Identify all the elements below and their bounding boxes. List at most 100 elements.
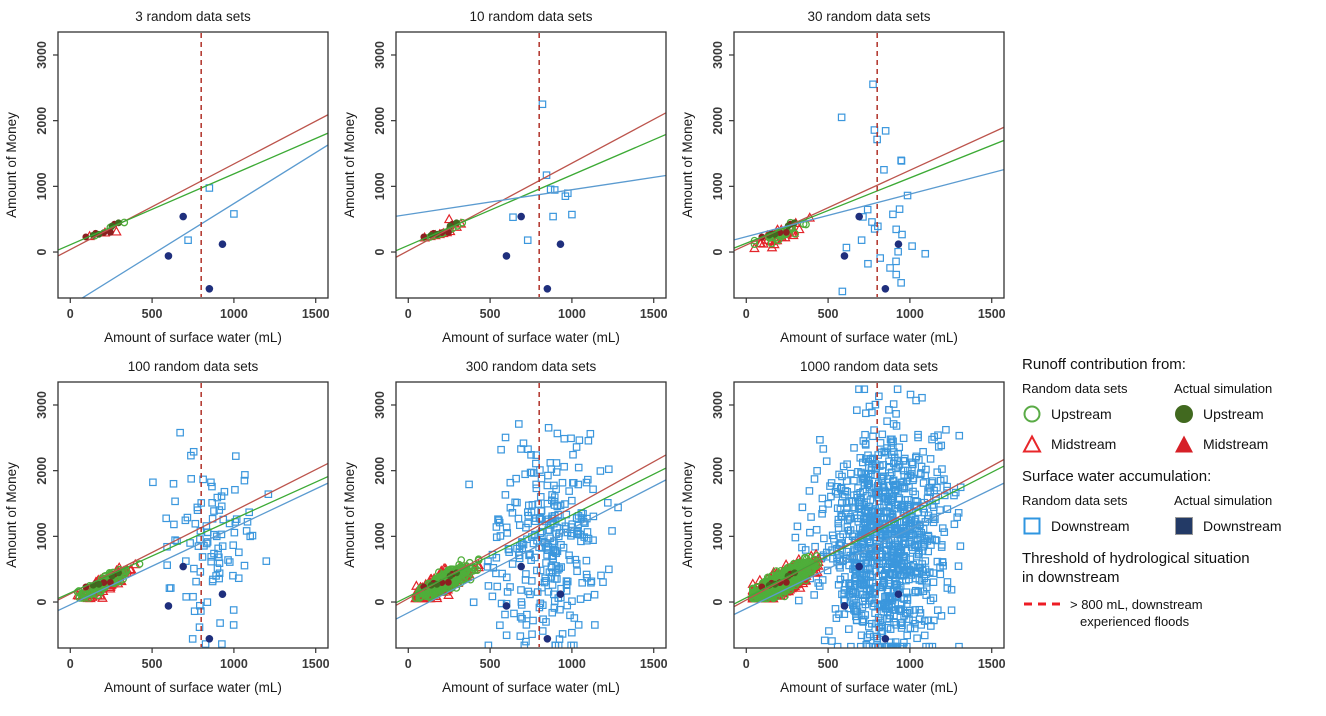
y-axis-title: Amount of Money xyxy=(680,462,695,568)
panel-title: 3 random data sets xyxy=(135,9,251,24)
y-tick-label: 2000 xyxy=(373,457,387,485)
y-axis-title: Amount of Money xyxy=(342,462,357,568)
y-tick-label: 3000 xyxy=(373,391,387,419)
series-random-upstream xyxy=(411,555,483,602)
y-tick-label: 2000 xyxy=(711,457,725,485)
upstream-random-circle-icon xyxy=(1023,405,1041,423)
series-actual-downstream xyxy=(502,212,565,293)
fit-lines xyxy=(58,462,328,612)
threshold-desc-line2: experienced floods xyxy=(1080,614,1190,630)
y-axis-title: Amount of Money xyxy=(680,112,695,218)
y-tick-label: 1000 xyxy=(373,522,387,550)
x-tick-label: 500 xyxy=(480,657,501,671)
axis-ticks: 0 500 1000 1500 0 1000 2000 3000 xyxy=(373,391,668,671)
y-tick-label: 3000 xyxy=(711,41,725,69)
x-tick-label: 1500 xyxy=(640,657,668,671)
panel-title: 10 random data sets xyxy=(469,9,592,24)
upstream-fit xyxy=(396,133,666,252)
fit-lines xyxy=(734,458,1004,616)
x-tick-label: 1500 xyxy=(978,657,1006,671)
chart-panels-grid: 3 random data sets 0 500 1000 1500 0 1000 2000 3… xyxy=(2,6,1016,706)
chart-panel-300-sets: 300 random data sets 0 500 1000 1500 0 1000 200… xyxy=(340,356,678,706)
plot-box xyxy=(395,31,667,299)
x-tick-label: 0 xyxy=(405,307,412,321)
y-axis-title: Amount of Money xyxy=(4,112,19,218)
downstream-fit xyxy=(58,482,328,612)
series-actual-downstream xyxy=(840,562,903,643)
scatter-plot-300-sets: 300 random data sets 0 500 1000 1500 0 1000 200… xyxy=(342,359,668,695)
x-tick-label: 1500 xyxy=(640,307,668,321)
legend-col-actual-label: Actual simulation xyxy=(1174,493,1273,508)
figure-legend: Runoff contribution from: Random data se… xyxy=(1020,356,1306,631)
y-tick-label: 1000 xyxy=(711,522,725,550)
panel-title: 300 random data sets xyxy=(466,359,597,374)
y-tick-label: 2000 xyxy=(373,107,387,135)
y-tick-label: 1000 xyxy=(711,172,725,200)
series-actual-downstream xyxy=(164,562,227,643)
chart-panel-100-sets: 100 random data sets 0 500 1000 1500 0 1000 200… xyxy=(2,356,340,706)
y-tick-label: 3000 xyxy=(711,391,725,419)
upstream-fit xyxy=(396,467,666,604)
legend-runoff-rows: Upstream Upstream Midstream Midstream xyxy=(1022,404,1306,454)
chart-panel-10-sets: 10 random data sets 0 500 1000 1500 0 1000 2000… xyxy=(340,6,678,356)
x-tick-label: 1000 xyxy=(220,657,248,671)
y-tick-label: 2000 xyxy=(35,457,49,485)
x-tick-label: 500 xyxy=(142,307,163,321)
plot-box xyxy=(733,381,1005,649)
legend-midstream-label: Midstream xyxy=(1203,436,1269,452)
x-tick-label: 0 xyxy=(743,307,750,321)
legend-col-random-label: Random data sets xyxy=(1022,493,1128,508)
plot-box xyxy=(57,31,329,299)
y-tick-label: 1000 xyxy=(35,172,49,200)
x-axis-title: Amount of surface water (mL) xyxy=(780,330,958,345)
legend-runoff-column-headers: Random data sets Actual simulation xyxy=(1022,381,1306,396)
y-tick-label: 2000 xyxy=(35,107,49,135)
series-random-downstream xyxy=(184,184,238,245)
legend-item-random-downstream: Downstream xyxy=(1022,516,1174,536)
midstream-fit xyxy=(58,462,328,601)
y-axis-title: Amount of Money xyxy=(342,112,357,218)
threshold-desc-line1: > 800 mL, downstream xyxy=(1070,596,1203,612)
series-actual-downstream xyxy=(164,212,227,293)
legend-item-random-upstream: Upstream xyxy=(1022,404,1174,424)
series-random-downstream xyxy=(791,385,965,648)
legend-item-actual-downstream: Downstream xyxy=(1174,516,1306,536)
fit-lines xyxy=(58,114,328,298)
x-tick-label: 500 xyxy=(818,657,839,671)
legend-surface-column-headers: Random data sets Actual simulation xyxy=(1022,493,1306,508)
x-tick-label: 0 xyxy=(67,307,74,321)
downstream-random-square-icon xyxy=(1023,517,1041,535)
scatter-plot-1000-sets: 1000 random data sets 0 500 1000 1500 0 1000 20… xyxy=(680,359,1006,695)
x-tick-label: 500 xyxy=(818,307,839,321)
y-tick-label: 1000 xyxy=(373,172,387,200)
chart-panel-3-sets: 3 random data sets 0 500 1000 1500 0 1000 2000 3… xyxy=(2,6,340,356)
downstream-fit xyxy=(396,479,666,620)
y-tick-label: 0 xyxy=(711,599,725,606)
panel-title: 100 random data sets xyxy=(128,359,259,374)
x-tick-label: 1000 xyxy=(896,657,924,671)
x-axis-title: Amount of surface water (mL) xyxy=(442,680,620,695)
downstream-fit xyxy=(81,144,328,298)
fit-lines xyxy=(396,112,666,258)
threshold-dashed-line-icon xyxy=(1024,602,1060,605)
series-random-downstream xyxy=(465,420,622,648)
y-tick-label: 3000 xyxy=(373,41,387,69)
axis-ticks: 0 500 1000 1500 0 1000 2000 3000 xyxy=(373,41,668,321)
downstream-fit xyxy=(734,168,1004,241)
y-tick-label: 0 xyxy=(373,249,387,256)
series-actual-downstream xyxy=(502,562,565,643)
series-random-downstream xyxy=(509,100,576,245)
legend-col-actual-label: Actual simulation xyxy=(1174,381,1273,396)
downstream-actual-square-icon xyxy=(1175,517,1193,535)
legend-upstream-label: Upstream xyxy=(1203,406,1264,422)
x-tick-label: 1000 xyxy=(558,657,586,671)
y-tick-label: 0 xyxy=(373,599,387,606)
fit-lines xyxy=(396,454,666,620)
threshold-title-line1: Threshold of hydrological situation xyxy=(1022,550,1250,567)
y-tick-label: 2000 xyxy=(711,107,725,135)
x-axis-title: Amount of surface water (mL) xyxy=(104,330,282,345)
upstream-fit xyxy=(58,475,328,600)
legend-surface-title: Surface water accumulation: xyxy=(1022,468,1212,485)
scatter-plot-10-sets: 10 random data sets 0 500 1000 1500 0 1000 2000… xyxy=(342,9,668,345)
